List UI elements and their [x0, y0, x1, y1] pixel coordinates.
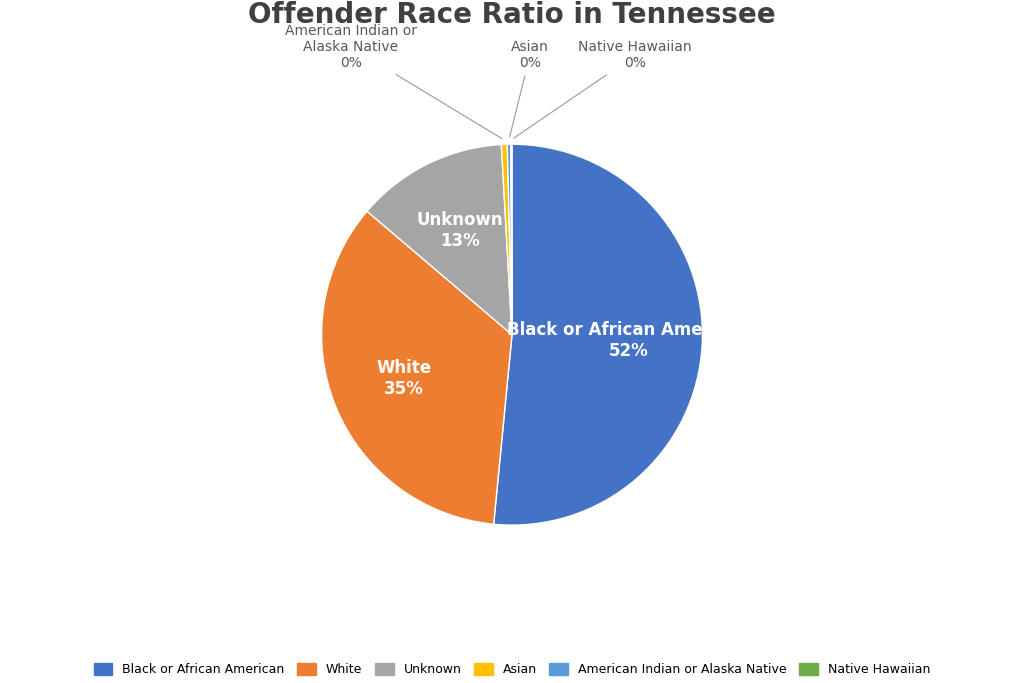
Text: Unknown
13%: Unknown 13% [417, 211, 504, 250]
Text: White
35%: White 35% [377, 359, 431, 398]
Text: Black or African American
52%: Black or African American 52% [507, 321, 750, 360]
Wedge shape [502, 144, 512, 335]
Text: Asian
0%: Asian 0% [510, 40, 549, 137]
Wedge shape [511, 144, 512, 335]
Wedge shape [494, 144, 702, 525]
Text: American Indian or
Alaska Native
0%: American Indian or Alaska Native 0% [285, 24, 502, 139]
Text: Native Hawaiian
0%: Native Hawaiian 0% [514, 40, 692, 138]
Wedge shape [507, 144, 512, 335]
Title: Offender Race Ratio in Tennessee: Offender Race Ratio in Tennessee [248, 1, 776, 29]
Wedge shape [367, 145, 512, 335]
Legend: Black or African American, White, Unknown, Asian, American Indian or Alaska Nati: Black or African American, White, Unknow… [89, 658, 935, 681]
Wedge shape [322, 211, 512, 525]
